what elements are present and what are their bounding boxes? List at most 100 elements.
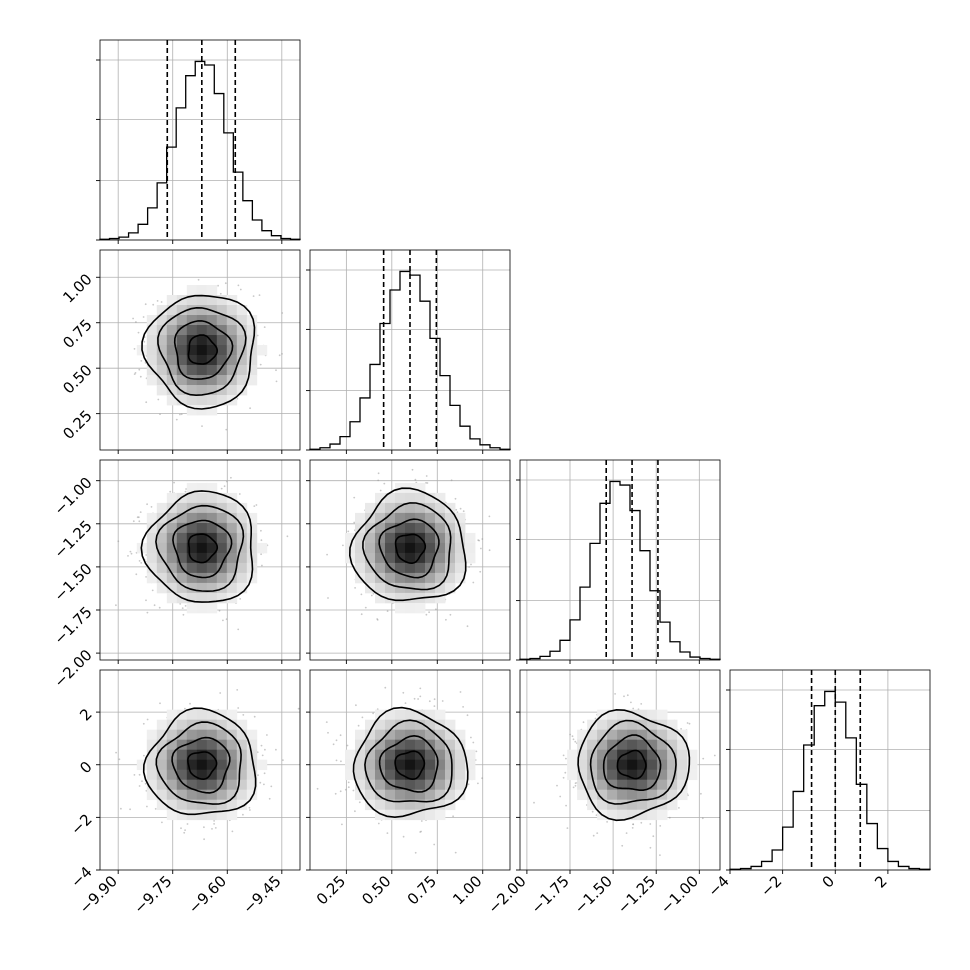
scatter-point: [354, 587, 356, 589]
density-cell: [236, 729, 248, 741]
density-cell: [146, 749, 158, 761]
scatter-point: [562, 776, 565, 779]
density-cell: [667, 739, 678, 751]
density-cell: [186, 315, 198, 326]
panel-frame: [99, 669, 301, 871]
density-cell: [405, 739, 416, 751]
density-cell: [176, 719, 188, 731]
scatter-point: [459, 507, 462, 510]
density-cell: [375, 809, 386, 821]
density-cell: [176, 779, 188, 791]
scatter-point: [701, 817, 704, 820]
scatter-point: [223, 485, 226, 488]
ytick-label: 0.25: [59, 407, 95, 443]
density-cell: [355, 562, 366, 574]
density-cell: [236, 789, 248, 801]
scatter-point: [260, 529, 262, 532]
density-cell: [246, 769, 258, 781]
density-cell: [375, 522, 386, 534]
density-cell: [176, 572, 188, 584]
density-cell: [166, 335, 178, 346]
scatter-point: [376, 618, 379, 620]
scatter-point: [238, 493, 241, 495]
density-cell: [186, 295, 198, 306]
scatter-point: [181, 607, 184, 609]
density-cell: [385, 532, 396, 544]
scatter-point: [236, 689, 239, 691]
density-cell: [455, 769, 466, 781]
density-cell: [146, 739, 158, 751]
density-cell: [146, 572, 158, 584]
density-cell: [405, 552, 416, 564]
scatter-point: [364, 606, 367, 609]
scatter-point: [132, 520, 135, 523]
density-cell: [196, 532, 208, 544]
density-cell: [176, 522, 188, 534]
density-cell: [166, 502, 178, 514]
density-cell: [365, 749, 376, 761]
density-cell: [216, 799, 228, 811]
density-cell: [226, 799, 238, 811]
density-cell: [236, 335, 248, 346]
ytick-label: 2: [76, 705, 95, 724]
histogram-step-0: [99, 60, 301, 240]
scatter-point: [184, 490, 187, 493]
density-cell: [415, 582, 426, 594]
scatter-point: [386, 832, 389, 834]
density-cell: [246, 375, 258, 386]
scatter-point: [138, 773, 141, 776]
scatter-point: [379, 489, 382, 492]
density-cell: [455, 759, 466, 771]
scatter-point: [687, 794, 689, 797]
density-cell: [216, 592, 228, 604]
density-cell: [196, 542, 208, 554]
density-cell: [216, 809, 228, 821]
scatter-point: [139, 511, 142, 513]
scatter-point: [138, 785, 141, 787]
density-cell: [415, 562, 426, 574]
density-cell: [637, 739, 648, 751]
scatter-point: [268, 797, 271, 800]
scatter-point: [625, 832, 628, 834]
density-cell: [146, 759, 158, 771]
density-cell: [365, 502, 376, 514]
density-cell: [435, 502, 446, 514]
scatter-point: [260, 744, 263, 747]
density-cell: [445, 729, 456, 741]
density-cell: [405, 779, 416, 791]
scatter-point: [574, 782, 577, 785]
scatter-point: [142, 722, 145, 725]
density-cell: [375, 592, 386, 604]
density-cell: [667, 799, 678, 811]
density-cell: [156, 779, 168, 791]
scatter-point: [143, 340, 146, 343]
density-cell: [637, 799, 648, 811]
scatter-point: [569, 733, 571, 736]
scatter-point: [239, 598, 242, 600]
density-cell: [176, 365, 188, 376]
density-cell: [405, 769, 416, 781]
density-cell: [196, 502, 208, 514]
density-cell: [176, 512, 188, 524]
density-cell: [186, 335, 198, 346]
density-cell: [385, 799, 396, 811]
scatter-point: [353, 521, 356, 524]
density-cell: [365, 719, 376, 731]
density-cell: [607, 739, 618, 751]
scatter-point: [472, 741, 475, 744]
density-cell: [236, 315, 248, 326]
density-cell: [176, 395, 188, 406]
panel-3-3: [726, 669, 931, 874]
density-cell: [156, 385, 168, 396]
density-cell: [226, 739, 238, 751]
density-cell: [687, 759, 698, 771]
xtick-label: −1.75: [528, 872, 573, 917]
density-cell: [647, 719, 658, 731]
density-cell: [166, 532, 178, 544]
density-cell: [186, 592, 198, 604]
scatter-point: [256, 334, 259, 337]
scatter-point: [154, 808, 157, 810]
density-cell: [166, 552, 178, 564]
scatter-point: [433, 698, 436, 701]
density-cell: [385, 789, 396, 801]
